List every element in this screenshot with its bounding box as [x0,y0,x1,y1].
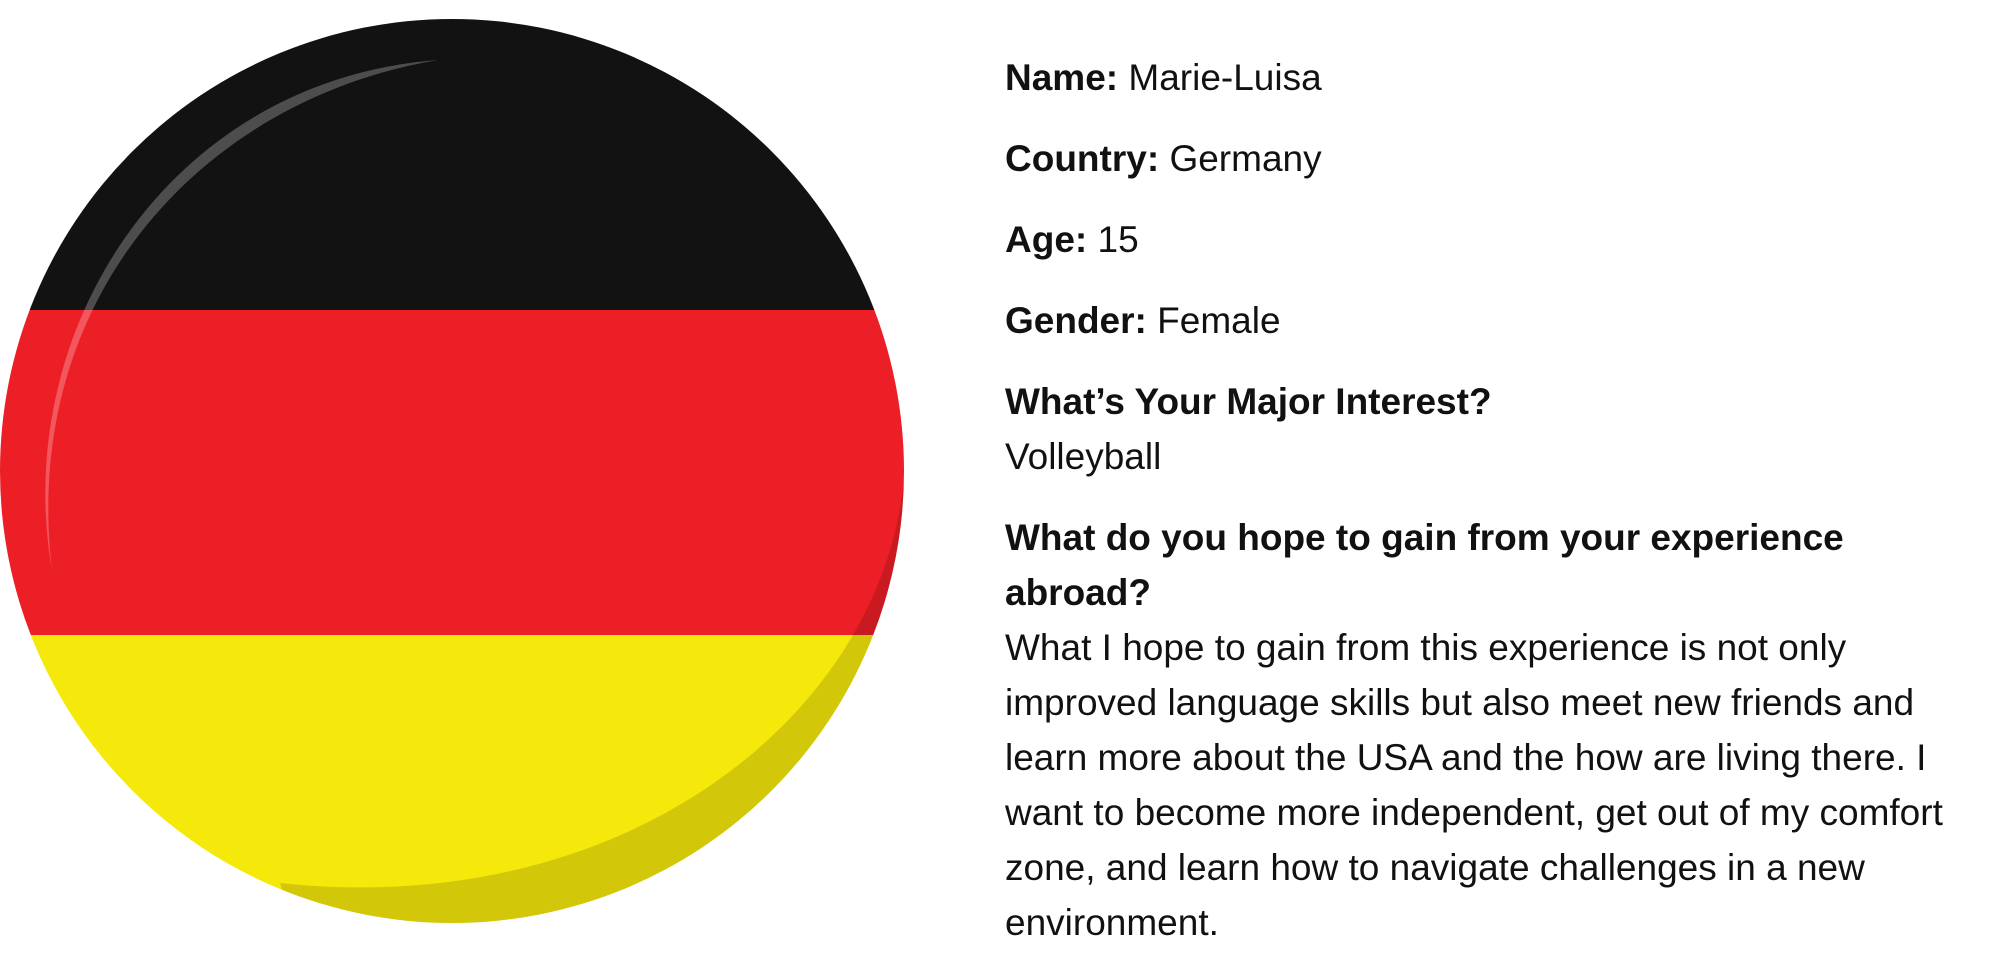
page: Name: Marie-Luisa Country: Germany Age: 15… [0,19,1943,943]
answer: What I hope to gain from this experience… [1005,627,1943,943]
profile-info: Name: Marie-Luisa Country: Germany Age: 15… [1005,50,1990,976]
field-value: Germany [1169,138,1322,179]
field-label: Gender: [1005,300,1147,341]
question-block: What do you hope to gain from your exper… [1005,510,1990,950]
question-text: What do you hope to gain from your exper… [1005,517,1844,613]
field-label: Age: [1005,219,1088,260]
field: Name: Marie-Luisa [1005,50,1990,105]
field: Country: Germany [1005,131,1990,186]
field-value: Female [1157,300,1281,341]
question: What’s Your Major Interest? [1005,374,1990,429]
field-value: Marie-Luisa [1128,57,1322,98]
question-block: What’s Your Major Interest? Volleyball [1005,374,1990,484]
german-flag-button [0,19,904,923]
field: Gender: Female [1005,293,1990,348]
field-value: 15 [1097,219,1139,260]
question-text: What’s Your Major Interest? [1005,381,1492,422]
field-label: Country: [1005,138,1160,179]
field-label: Name: [1005,57,1119,98]
field: Age: 15 [1005,212,1990,267]
answer: Volleyball [1005,436,1162,477]
question: What do you hope to gain from your exper… [1005,510,1990,620]
